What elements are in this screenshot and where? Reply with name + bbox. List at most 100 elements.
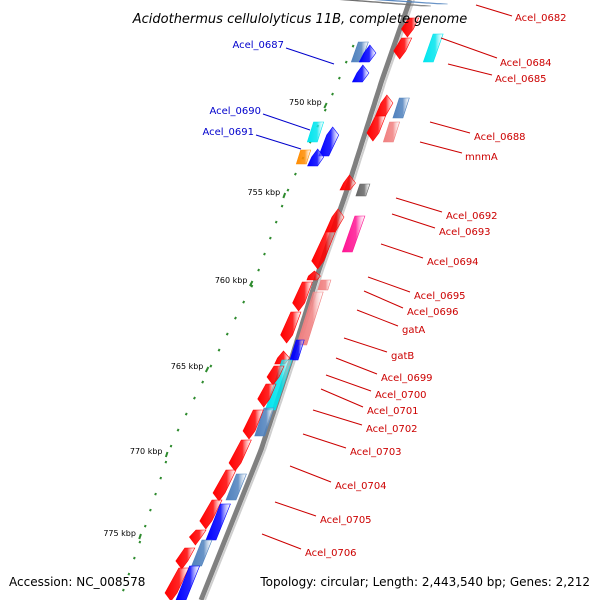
gene-feature[interactable] <box>280 311 302 344</box>
gene-feature[interactable] <box>422 33 444 63</box>
scale-dot <box>201 380 205 384</box>
leader-line <box>363 290 404 309</box>
label-leader-lines <box>255 4 513 550</box>
gene-feature[interactable] <box>214 0 431 7</box>
gene-feature[interactable] <box>382 121 401 143</box>
gene-label[interactable]: Acel_0703 <box>350 447 402 458</box>
gene-label[interactable]: Acel_0692 <box>446 211 498 222</box>
scale-ticks-layer: 750 kbp 755 kbp 760 kbp 765 kbp 770 kbp 775 k… <box>103 44 355 592</box>
scale-dot <box>225 332 229 336</box>
gene-feature[interactable] <box>228 439 252 472</box>
leader-line <box>367 276 411 293</box>
gene-feature[interactable] <box>292 281 313 312</box>
gene-label[interactable]: Acel_0684 <box>500 58 552 69</box>
gene-feature[interactable] <box>289 339 305 361</box>
gene-feature[interactable] <box>366 115 386 142</box>
gene-feature[interactable] <box>225 473 247 501</box>
gene-feature[interactable] <box>199 499 223 530</box>
leader-line <box>343 337 388 353</box>
gene-feature[interactable] <box>175 547 196 570</box>
gene-feature[interactable] <box>254 407 275 437</box>
scale-dot <box>269 236 272 240</box>
gene-feature[interactable] <box>355 183 371 197</box>
gene-feature[interactable] <box>317 279 332 291</box>
gene-feature[interactable] <box>191 539 213 567</box>
gene-label[interactable]: Acel_0704 <box>335 481 387 492</box>
gene-feature[interactable] <box>296 291 324 346</box>
gene-feature[interactable] <box>257 383 277 408</box>
gene-label[interactable]: Acel_0702 <box>366 424 418 435</box>
gene-label[interactable]: Acel_0690 <box>209 106 261 117</box>
leader-line <box>262 113 311 131</box>
gene-feature[interactable] <box>306 270 321 281</box>
scale-dot <box>294 172 297 176</box>
gene-label[interactable]: Acel_0695 <box>414 291 466 302</box>
scale-tick-label: 760 kbp <box>215 276 248 285</box>
scale-tick-major <box>204 366 210 373</box>
gene-label[interactable]: Acel_0693 <box>439 227 491 238</box>
backbone-strand <box>198 0 413 600</box>
scale-tick-label: 765 kbp <box>171 362 204 371</box>
scale-dot <box>351 44 355 48</box>
scale-dot <box>263 252 266 256</box>
gene-feature[interactable] <box>205 503 231 541</box>
gene-features-layer <box>164 0 448 600</box>
leader-line <box>429 121 471 134</box>
leader-line <box>447 63 493 76</box>
gene-feature[interactable] <box>339 174 356 191</box>
leader-line <box>325 374 372 392</box>
scale-dot <box>164 460 168 464</box>
leader-line <box>289 465 332 483</box>
scale-dot <box>133 556 136 560</box>
accession-text: Accession: NC_008578 <box>9 575 145 589</box>
gene-label[interactable]: Acel_0696 <box>407 307 459 318</box>
leader-line <box>380 243 424 259</box>
gene-feature[interactable] <box>266 365 285 386</box>
gene-label[interactable]: Acel_0705 <box>320 515 372 526</box>
gene-feature[interactable] <box>295 149 312 165</box>
gene-label[interactable]: Acel_0685 <box>495 74 547 85</box>
gene-label[interactable]: Acel_0687 <box>232 40 284 51</box>
gene-feature[interactable] <box>401 17 420 38</box>
scale-dot <box>250 284 254 288</box>
gene-feature[interactable] <box>307 148 325 167</box>
scale-dot <box>286 188 290 192</box>
gene-feature[interactable] <box>189 529 207 546</box>
gene-feature[interactable] <box>393 37 413 60</box>
gene-feature[interactable] <box>341 215 366 253</box>
leader-line <box>255 134 302 150</box>
gene-feature[interactable] <box>242 409 264 440</box>
leader-line <box>419 141 463 154</box>
gene-feature[interactable] <box>175 565 201 600</box>
gene-feature[interactable] <box>358 44 377 63</box>
gene-label[interactable]: Acel_0700 <box>375 390 427 401</box>
gene-label[interactable]: Acel_0691 <box>202 127 254 138</box>
gene-feature[interactable] <box>306 121 325 143</box>
scale-dot <box>176 428 180 432</box>
gene-feature[interactable] <box>230 0 448 5</box>
gene-feature[interactable] <box>164 567 190 600</box>
gene-label[interactable]: Acel_0682 <box>515 13 567 24</box>
scale-dot <box>159 476 163 480</box>
gene-label[interactable]: Acel_0694 <box>427 257 479 268</box>
leader-line <box>302 433 347 449</box>
scale-dot <box>274 220 278 224</box>
gene-feature[interactable] <box>392 97 410 119</box>
gene-label[interactable]: Acel_0706 <box>305 548 357 559</box>
gene-feature[interactable] <box>311 231 336 270</box>
genome-backbone <box>198 0 415 600</box>
gene-feature[interactable] <box>351 64 370 83</box>
leader-line <box>312 409 363 426</box>
gene-feature[interactable] <box>212 469 237 502</box>
gene-label[interactable]: Acel_0699 <box>381 373 433 384</box>
gene-label[interactable]: gatA <box>402 325 425 336</box>
gene-label[interactable]: gatB <box>391 351 414 362</box>
scale-dot <box>209 364 213 368</box>
scale-dot <box>184 412 188 416</box>
gene-label[interactable]: Acel_0688 <box>474 132 526 143</box>
gene-feature[interactable] <box>318 126 340 157</box>
leader-line <box>274 501 317 517</box>
gene-label[interactable]: mnmA <box>465 152 498 163</box>
gene-label[interactable]: Acel_0701 <box>367 406 419 417</box>
scale-tick-major <box>323 102 328 109</box>
